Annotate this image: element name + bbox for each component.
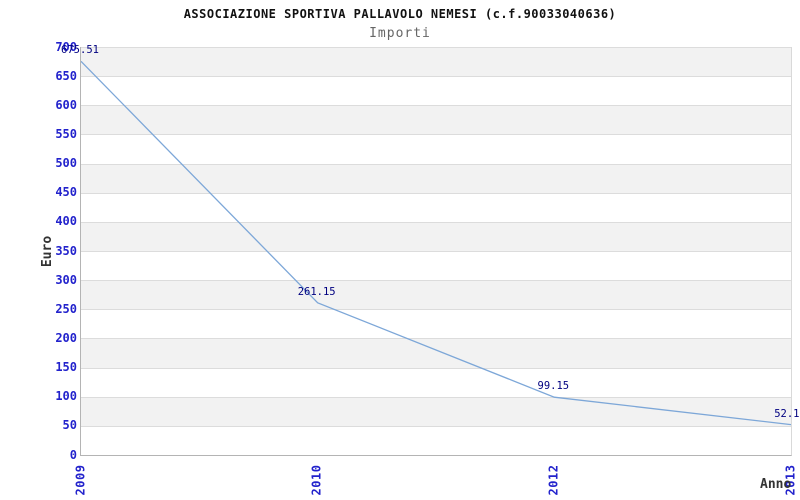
y-tick-label: 350 bbox=[55, 243, 77, 258]
grid-band bbox=[81, 367, 791, 397]
x-axis-label: Anno bbox=[760, 477, 792, 492]
plot-area bbox=[80, 47, 792, 456]
y-tick-label: 650 bbox=[55, 68, 77, 83]
y-tick-label: 0 bbox=[69, 447, 77, 462]
y-tick-label: 550 bbox=[55, 126, 77, 141]
point-value-label: 52.13 bbox=[774, 407, 800, 420]
x-tick-label: 2009 bbox=[73, 464, 87, 496]
chart-subtitle: Importi bbox=[369, 26, 431, 41]
y-tick-label: 50 bbox=[62, 418, 77, 433]
y-tick-label: 700 bbox=[55, 39, 77, 54]
y-tick-label: 300 bbox=[55, 272, 77, 287]
point-value-label: 675.51 bbox=[61, 44, 99, 57]
grid-band bbox=[81, 221, 791, 251]
point-value-label: 99.15 bbox=[537, 380, 570, 393]
y-tick-label: 200 bbox=[55, 330, 77, 345]
grid-band bbox=[81, 47, 791, 77]
y-axis-label: Euro bbox=[40, 235, 56, 267]
grid-band bbox=[81, 425, 791, 455]
y-axis-label-box: Euro bbox=[28, 231, 68, 271]
series-line-svg bbox=[81, 60, 791, 426]
x-tick-label: 2010 bbox=[309, 464, 324, 496]
y-tick-label: 250 bbox=[55, 301, 77, 316]
grid-band bbox=[81, 134, 791, 164]
grid-band bbox=[81, 192, 791, 222]
y-tick-label: 450 bbox=[55, 185, 77, 200]
chart-title: ASSOCIAZIONE SPORTIVA PALLAVOLO NEMESI (… bbox=[183, 7, 617, 21]
series-line bbox=[81, 60, 791, 426]
y-tick-label: 400 bbox=[55, 214, 77, 229]
grid-band bbox=[81, 309, 791, 339]
grid-band bbox=[81, 105, 791, 135]
y-tick-label: 500 bbox=[55, 156, 77, 171]
grid-band bbox=[81, 76, 791, 106]
y-tick-label: 600 bbox=[55, 97, 77, 112]
y-tick-label: 100 bbox=[55, 389, 77, 404]
point-value-label: 261.15 bbox=[297, 285, 336, 298]
y-tick-label: 150 bbox=[55, 360, 77, 375]
grid-band bbox=[81, 280, 791, 310]
x-tick-label: 2012 bbox=[546, 464, 561, 496]
grid-band bbox=[81, 251, 791, 281]
grid-band bbox=[81, 338, 791, 368]
grid-band bbox=[81, 163, 791, 193]
